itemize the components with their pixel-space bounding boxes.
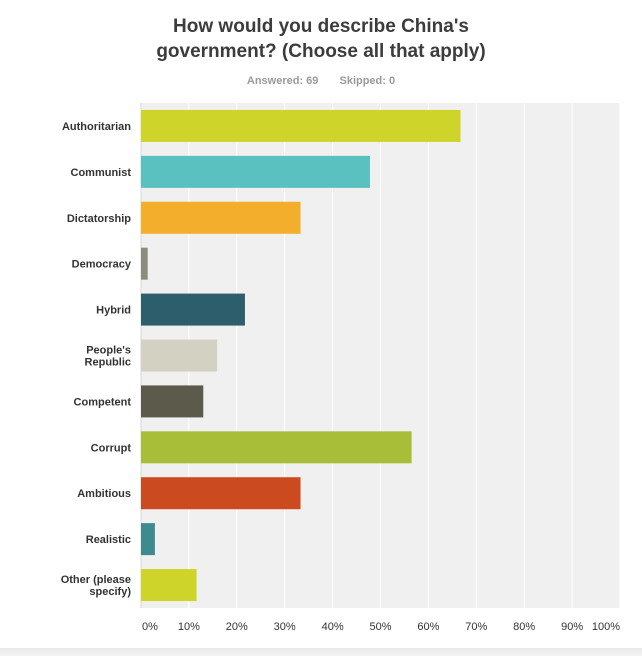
x-tick-label: 50% [369, 621, 391, 633]
x-tick-label: 80% [513, 621, 535, 633]
bar-4 [141, 293, 245, 326]
category-label: Ambitious [77, 488, 131, 500]
bar-0 [141, 109, 461, 142]
category-label: Communist [71, 167, 132, 179]
chart-title: How would you describe China's governmen… [0, 14, 642, 64]
category-label: Authoritarian [62, 121, 131, 133]
bar-3 [141, 247, 148, 280]
response-stats: Answered: 69 Skipped: 0 [0, 75, 642, 87]
bar-2 [141, 201, 301, 234]
category-label: People's [86, 345, 131, 357]
category-label: Dictatorship [67, 213, 131, 225]
bar-8 [141, 477, 301, 510]
x-tick-label: 70% [465, 621, 487, 633]
answered-count: Answered: 69 [246, 75, 319, 87]
bar-5 [141, 339, 218, 372]
x-tick-label: 30% [274, 621, 296, 633]
x-tick-label: 10% [178, 621, 200, 633]
bar-9 [141, 523, 155, 556]
bar-10 [141, 569, 197, 602]
category-label: Other (please [61, 574, 131, 586]
chart-title-line-2: government? (Choose all that apply) [156, 41, 486, 62]
category-label: Corrupt [91, 442, 132, 454]
category-label: Realistic [86, 534, 131, 546]
x-tick-label: 20% [226, 621, 248, 633]
category-label: Competent [74, 396, 132, 408]
x-tick-label: 100% [592, 621, 620, 633]
category-label: specify) [89, 586, 131, 598]
skipped-count: Skipped: 0 [339, 75, 396, 87]
x-tick-label: 90% [561, 621, 583, 633]
x-tick-label: 0% [142, 621, 158, 633]
bar-1 [141, 155, 370, 188]
bar-7 [141, 431, 412, 464]
chart-title-line-1: How would you describe China's [173, 16, 469, 37]
x-tick-label: 60% [417, 621, 439, 633]
category-label: Hybrid [96, 305, 131, 317]
bar-6 [141, 385, 204, 418]
x-tick-label: 40% [322, 621, 344, 633]
category-label: Republic [85, 357, 131, 369]
category-label: Democracy [72, 259, 132, 271]
bottom-edge [0, 648, 642, 656]
